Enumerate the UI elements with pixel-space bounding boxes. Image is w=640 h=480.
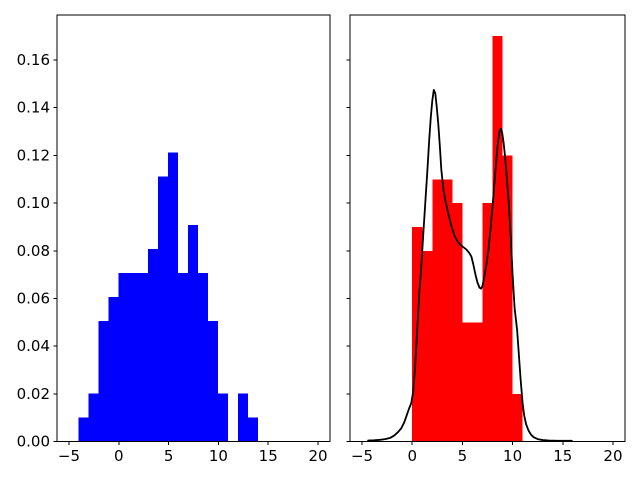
histogram-bar	[492, 36, 503, 442]
histogram-bar	[197, 272, 208, 442]
x-tick-label: −5	[58, 447, 80, 465]
x-tick-label: 10	[503, 447, 522, 465]
axes-spines	[56, 14, 331, 442]
histogram-bar	[158, 176, 169, 442]
histogram-bar	[237, 393, 248, 442]
histogram-bar	[482, 203, 493, 442]
histogram-bar	[178, 272, 189, 442]
y-tick-label: 0.00	[17, 433, 50, 451]
histogram-bar	[118, 272, 129, 442]
x-tick-label: 0	[407, 447, 417, 465]
x-tick-label: 0	[114, 447, 124, 465]
y-tick-label: 0.04	[17, 337, 50, 355]
x-tick-label: 15	[553, 447, 572, 465]
y-tick-label: 0.06	[17, 289, 50, 307]
y-tick-label: 0.12	[17, 146, 50, 164]
histogram-bar	[432, 179, 443, 442]
y-tick-label: 0.16	[17, 51, 50, 69]
histogram-bar	[512, 393, 523, 442]
histogram-bar	[138, 272, 149, 442]
histogram-bar	[472, 322, 483, 442]
kde-curve	[367, 88, 573, 442]
histogram-bar	[247, 417, 258, 442]
right-plot: −5 0 5 10 15 20	[346, 14, 626, 465]
axes-spines	[349, 14, 626, 442]
x-tick-label: 5	[164, 447, 174, 465]
histogram-bar	[168, 152, 179, 442]
histogram-bar	[128, 272, 139, 442]
histogram-bar	[442, 179, 453, 442]
y-tick-label: 0.10	[17, 194, 50, 212]
histogram-bar	[188, 224, 198, 442]
histogram-bar	[422, 250, 433, 442]
y-tick-label: 0.08	[17, 242, 50, 260]
histogram-bar	[207, 321, 218, 442]
left-plot: −5 0 5 10 15 20 0.00 0.02 0.04 0.06 0.08 0.10 0.12 0.…	[17, 14, 331, 465]
x-tick-label: 15	[259, 447, 278, 465]
x-tick-label: 20	[603, 447, 622, 465]
histogram-bar	[217, 393, 228, 442]
x-tick-label: 5	[458, 447, 468, 465]
histogram-bar	[462, 322, 473, 442]
histogram-bar	[88, 393, 99, 442]
histogram-bar	[78, 417, 89, 442]
x-tick-label: 20	[308, 447, 327, 465]
x-tick-label: −5	[351, 447, 373, 465]
x-tick-label: 10	[209, 447, 228, 465]
y-tick-label: 0.02	[17, 385, 50, 403]
histogram-bar	[108, 297, 119, 442]
histogram-bar	[452, 203, 463, 442]
histogram-bar	[502, 155, 513, 442]
histogram-bar	[148, 248, 159, 442]
y-tick-label: 0.14	[17, 99, 50, 117]
histogram-bar	[98, 321, 109, 442]
